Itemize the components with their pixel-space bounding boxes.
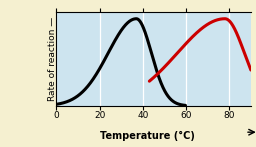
Y-axis label: Rate of reaction —: Rate of reaction — bbox=[48, 17, 57, 101]
Text: Temperature (°C): Temperature (°C) bbox=[100, 131, 195, 141]
